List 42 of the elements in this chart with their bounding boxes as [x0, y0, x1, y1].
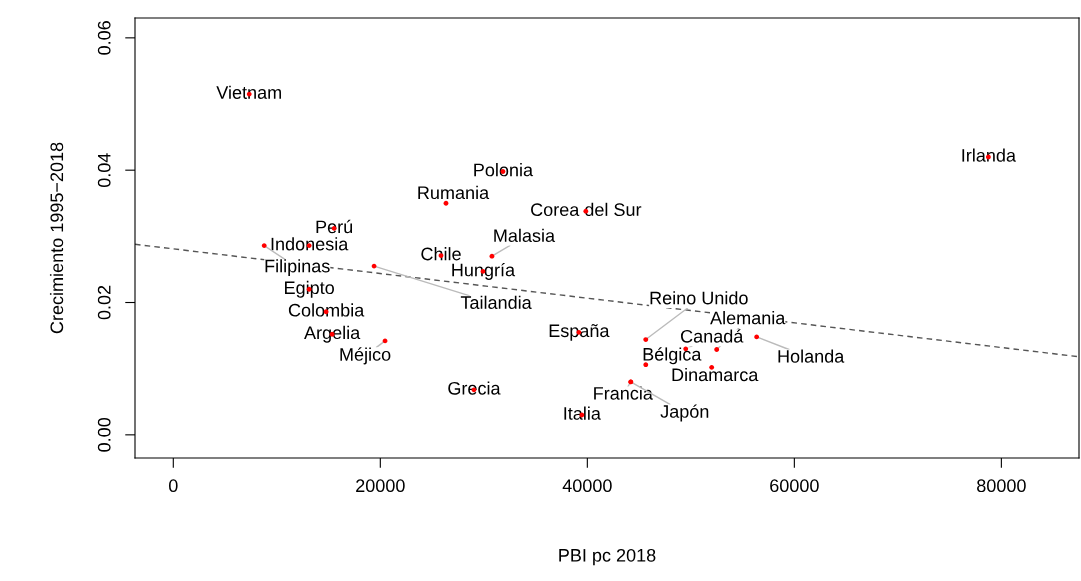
annotation: Japón	[660, 404, 709, 422]
annotation: Rumania	[418, 185, 490, 200]
annotation: Filipinas	[265, 259, 330, 277]
annotation: Indonesia	[271, 237, 349, 251]
annotation: Argelia	[304, 325, 361, 343]
annotation: Dinamarca	[672, 367, 759, 382]
point	[261, 243, 267, 249]
x-tick-label: 20000	[356, 479, 405, 493]
annotation: Reino Unido	[650, 291, 748, 305]
annotation: Hungría	[452, 262, 516, 280]
annotation: Perú	[316, 219, 353, 234]
x-tick-label: 80000	[977, 479, 1026, 493]
point	[714, 347, 720, 352]
annotation: Bélgica	[643, 347, 702, 365]
y-tick-label: 0.04	[97, 153, 111, 188]
point	[643, 337, 649, 342]
annotation: Méjico	[340, 347, 391, 365]
annotation: Malasia	[494, 228, 556, 243]
annotation: Tailandia	[460, 295, 532, 309]
annotation: Polonia	[474, 163, 534, 177]
annotation: Canadá	[681, 329, 744, 343]
x-tick-label: 0	[168, 479, 178, 493]
point	[489, 253, 495, 259]
y-tick-label: 0.02	[97, 285, 111, 320]
x-tick-label: 60000	[770, 479, 819, 493]
annotation: Egipto	[285, 280, 334, 298]
annotation: Colombia	[288, 303, 365, 317]
y-tick-label: 0.00	[97, 417, 111, 452]
annotation: Italia	[564, 406, 601, 420]
annotation: Grecia	[448, 381, 501, 395]
annotation: Vietnam	[216, 85, 281, 99]
annotation: España	[549, 324, 610, 341]
x-axis-title: PBI pc 2018	[559, 548, 656, 566]
annotation: Francia	[594, 386, 653, 400]
x-tick-label: 40000	[562, 479, 612, 493]
point	[754, 334, 760, 340]
y-tick-label: 0.06	[97, 21, 111, 55]
annotation: Alemania	[710, 311, 786, 325]
annotation: Holanda	[778, 349, 845, 363]
annotation: Chile	[421, 247, 461, 261]
annotation: Irlanda	[962, 148, 1016, 162]
y-axis-title: Crecimiento 1995−2018	[49, 142, 64, 334]
